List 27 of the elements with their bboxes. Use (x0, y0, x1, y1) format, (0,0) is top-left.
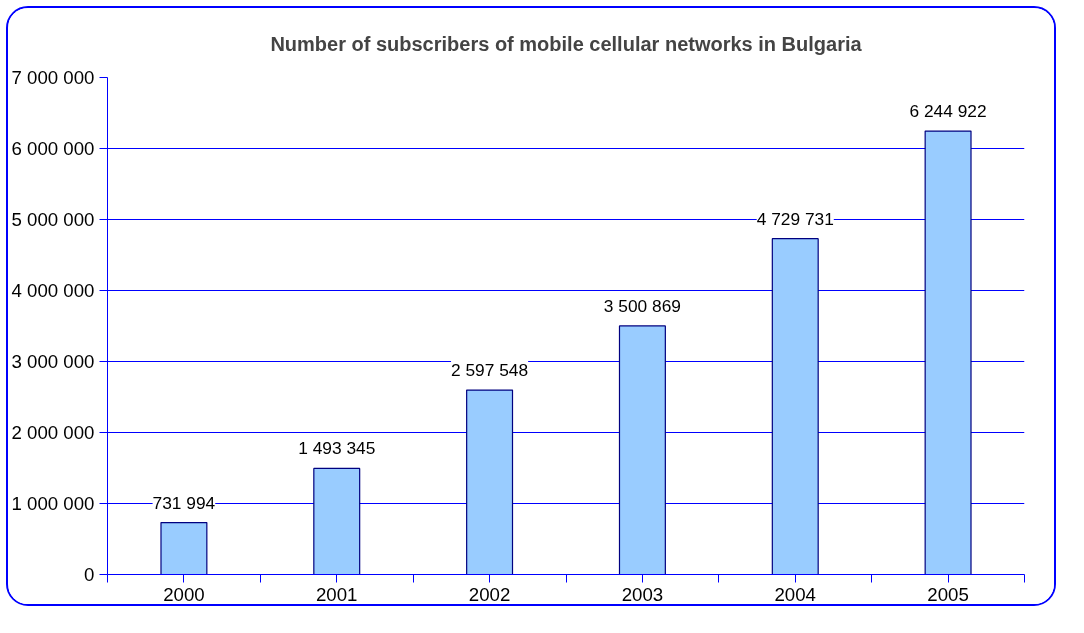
x-tick-label: 2005 (927, 583, 969, 605)
x-tick-label: 2004 (774, 583, 817, 605)
y-tick-label: 0 (84, 564, 95, 585)
data-label: 1 493 345 (298, 438, 376, 459)
y-tick-label: 1 000 000 (11, 493, 95, 514)
x-tick-label: 2001 (316, 583, 358, 605)
bar (160, 521, 208, 575)
y-tick-label: 2 000 000 (11, 422, 95, 443)
y-tick-label: 7 000 000 (11, 67, 95, 88)
x-tick-label: 2002 (468, 583, 511, 605)
data-label: 6 244 922 (909, 101, 987, 122)
bar (771, 238, 819, 575)
data-label: 3 500 869 (603, 295, 681, 316)
y-tick-label: 3 000 000 (11, 351, 95, 372)
y-tick-label: 4 000 000 (11, 280, 95, 301)
x-tick-label: 2000 (163, 583, 205, 605)
data-label: 2 597 548 (451, 360, 529, 381)
bar (924, 130, 972, 575)
chart-title: Number of subscribers of mobile cellular networks in Bulgaria (270, 33, 863, 55)
data-label: 731 994 (152, 492, 216, 513)
x-tick-label: 2003 (621, 583, 664, 605)
y-tick-label: 6 000 000 (11, 138, 95, 159)
bar (466, 389, 514, 575)
y-tick-label: 5 000 000 (11, 209, 95, 230)
data-label: 4 729 731 (756, 208, 834, 229)
bar (618, 325, 666, 575)
bar (313, 467, 361, 575)
